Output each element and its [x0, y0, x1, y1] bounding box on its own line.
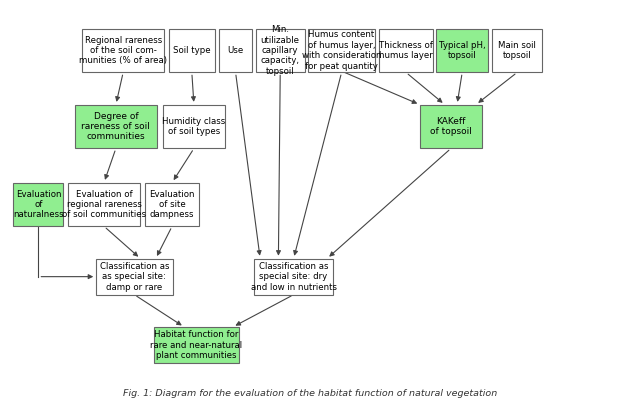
Text: KAKeff
of topsoil: KAKeff of topsoil — [430, 117, 472, 136]
Text: Evaluation
of site
dampness: Evaluation of site dampness — [149, 190, 195, 219]
FancyBboxPatch shape — [379, 29, 433, 72]
Text: Fig. 1: Diagram for the evaluation of the habitat function of natural vegetation: Fig. 1: Diagram for the evaluation of th… — [123, 389, 497, 398]
Text: Evaluation of
regional rareness
of soil communities: Evaluation of regional rareness of soil … — [62, 190, 146, 219]
FancyBboxPatch shape — [154, 327, 239, 363]
FancyBboxPatch shape — [256, 29, 304, 72]
FancyBboxPatch shape — [68, 182, 140, 226]
FancyBboxPatch shape — [308, 29, 375, 72]
FancyBboxPatch shape — [75, 105, 157, 148]
FancyBboxPatch shape — [254, 258, 333, 295]
Text: Thickness of
humus layer: Thickness of humus layer — [379, 41, 433, 60]
FancyBboxPatch shape — [420, 105, 482, 148]
Text: Humus content
of humus layer,
with consideration
for peat quantity: Humus content of humus layer, with consi… — [302, 30, 381, 71]
Text: Min.
utilizable
capillary
capacity,
topsoil: Min. utilizable capillary capacity, tops… — [261, 25, 299, 76]
FancyBboxPatch shape — [144, 182, 200, 226]
Text: Humidity class
of soil types: Humidity class of soil types — [162, 117, 226, 136]
FancyBboxPatch shape — [169, 29, 215, 72]
FancyBboxPatch shape — [14, 182, 63, 226]
FancyBboxPatch shape — [163, 105, 225, 148]
Text: Classification as
as special site:
damp or rare: Classification as as special site: damp … — [100, 262, 169, 292]
Text: Regional rareness
of the soil com-
munities (% of area): Regional rareness of the soil com- munit… — [79, 36, 167, 66]
Text: Soil type: Soil type — [173, 46, 211, 55]
Text: Degree of
rareness of soil
communities: Degree of rareness of soil communities — [81, 112, 150, 142]
FancyBboxPatch shape — [436, 29, 488, 72]
FancyBboxPatch shape — [492, 29, 542, 72]
FancyBboxPatch shape — [82, 29, 164, 72]
Text: Typical pH,
topsoil: Typical pH, topsoil — [439, 41, 485, 60]
Text: Main soil
topsoil: Main soil topsoil — [498, 41, 536, 60]
FancyBboxPatch shape — [219, 29, 252, 72]
Text: Habitat function for
rare and near-natural
plant communities: Habitat function for rare and near-natur… — [150, 330, 242, 360]
Text: Classification as
special site: dry
and low in nutrients: Classification as special site: dry and … — [250, 262, 337, 292]
FancyBboxPatch shape — [96, 258, 173, 295]
Text: Use: Use — [228, 46, 244, 55]
Text: Evaluation
of
naturalness: Evaluation of naturalness — [13, 190, 64, 219]
